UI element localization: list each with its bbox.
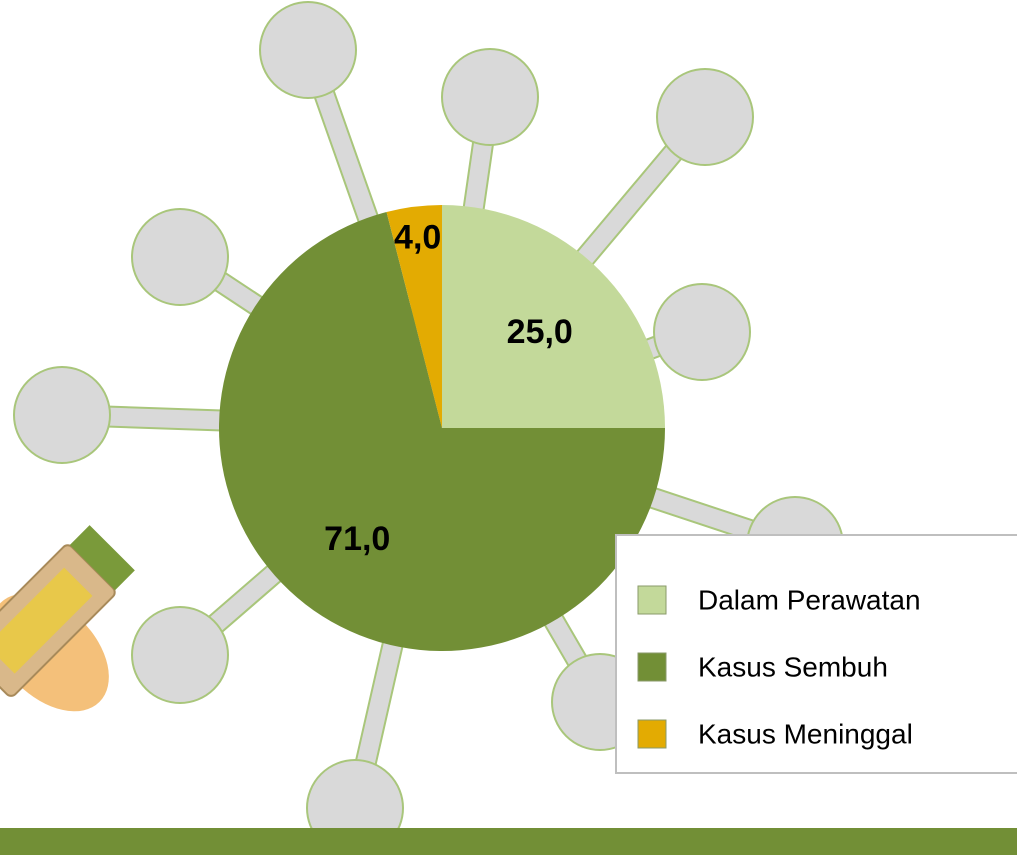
footer-band xyxy=(0,828,1017,855)
data-label: 71,0 xyxy=(324,520,390,558)
legend-label: Kasus Meninggal xyxy=(698,718,913,749)
data-label: 4,0 xyxy=(394,219,441,257)
pie-slice xyxy=(386,205,442,428)
vial-decoration xyxy=(0,525,135,712)
legend-entries: Dalam Perawatan Kasus Sembuh Kasus Meningg… xyxy=(637,584,921,749)
data-label: 25,0 xyxy=(507,313,573,351)
pie xyxy=(219,205,665,651)
data-labels: 25,0 71,0 4,0 xyxy=(324,219,573,559)
legend-swatch xyxy=(637,652,667,682)
pie-slice xyxy=(219,212,665,651)
legend-label: Kasus Sembuh xyxy=(698,651,888,682)
legend-label: Dalam Perawatan xyxy=(698,584,921,615)
legend-swatch xyxy=(637,585,667,615)
legend-swatch xyxy=(637,719,667,749)
legend xyxy=(615,534,1017,774)
pie-slice xyxy=(442,205,665,428)
